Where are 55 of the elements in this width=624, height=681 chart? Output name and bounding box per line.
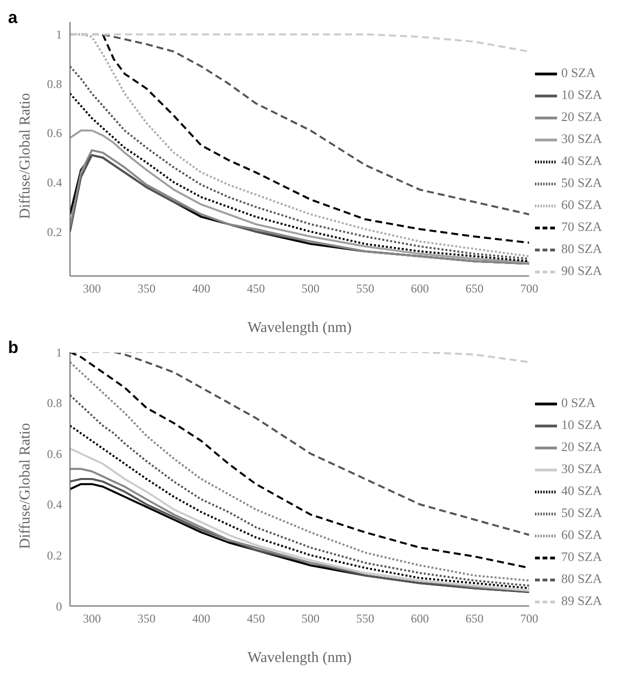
y-axis-title: Diffuse/Global Ratio: [17, 423, 34, 549]
x-tick-label: 350: [138, 282, 156, 296]
y-tick-label: 1: [56, 345, 62, 360]
legend-label: 40 SZA: [561, 152, 602, 168]
legend-label: 0 SZA: [561, 64, 596, 80]
legend-label: 20 SZA: [561, 438, 602, 454]
x-tick-label: 300: [82, 612, 101, 626]
y-tick-label: 0.8: [47, 396, 62, 410]
chart-title: b: [8, 338, 18, 358]
x-tick-label: 600: [410, 282, 429, 296]
x-tick-label: 450: [246, 612, 265, 626]
x-tick-label: 450: [246, 282, 265, 296]
x-tick-label: 700: [520, 282, 538, 296]
x-axis-title: Wavelength (nm): [248, 320, 352, 336]
x-tick-label: 500: [302, 282, 320, 296]
y-tick-label: 0.4: [47, 176, 62, 190]
x-tick-label: 650: [466, 612, 484, 626]
y-tick-label: 0.6: [47, 446, 62, 461]
x-tick-label: 400: [192, 612, 210, 626]
legend-label: 60 SZA: [561, 526, 602, 542]
x-tick-label: 500: [302, 612, 320, 626]
x-tick-label: 650: [466, 282, 484, 296]
y-axis-title: Diffuse/Global Ratio: [17, 93, 34, 219]
legend-label: 30 SZA: [561, 460, 602, 476]
y-tick-label: 0.6: [47, 126, 62, 140]
y-tick-label: 0.2: [47, 224, 62, 239]
x-tick-label: 400: [192, 282, 210, 296]
legend-label: 70 SZA: [561, 218, 602, 234]
x-tick-label: 700: [520, 612, 538, 626]
legend-label: 89 SZA: [561, 592, 602, 608]
legend-label: 30 SZA: [561, 130, 602, 146]
y-tick-label: 0.4: [47, 498, 62, 512]
x-tick-label: 300: [82, 282, 101, 296]
legend-label: 80 SZA: [561, 570, 602, 586]
legend-label: 40 SZA: [561, 482, 602, 498]
chart-title: a: [8, 8, 18, 28]
legend-label: 80 SZA: [561, 240, 602, 256]
legend-label: 90 SZA: [561, 262, 602, 278]
legend-label: 20 SZA: [561, 108, 602, 124]
legend-label: 50 SZA: [561, 174, 602, 190]
x-tick-label: 550: [356, 612, 374, 626]
x-tick-label: 550: [356, 282, 374, 296]
x-axis-title: Wavelength (nm): [248, 650, 352, 666]
x-tick-label: 600: [410, 612, 429, 626]
y-tick-label: 0: [56, 599, 62, 614]
y-tick-label: 0.8: [47, 76, 62, 91]
legend-label: 10 SZA: [561, 416, 602, 432]
legend-label: 0 SZA: [561, 394, 596, 410]
y-tick-label: 0.2: [47, 548, 62, 562]
legend-label: 70 SZA: [561, 548, 602, 564]
legend-label: 50 SZA: [561, 504, 602, 520]
x-tick-label: 350: [138, 612, 156, 626]
legend-label: 10 SZA: [561, 86, 602, 102]
legend-label: 60 SZA: [561, 196, 602, 212]
y-tick-label: 1: [56, 28, 62, 42]
